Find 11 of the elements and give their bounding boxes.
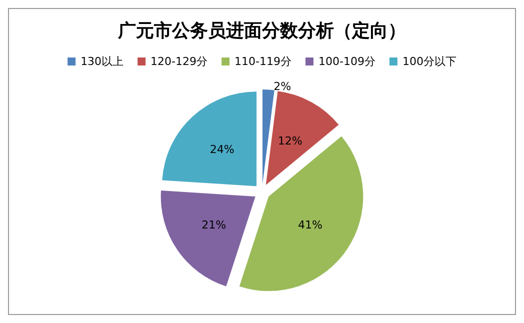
data-label: 21% [202, 218, 226, 232]
data-label: 2% [274, 80, 292, 94]
legend-label: 110-119分 [234, 55, 292, 68]
chart-title: 广元市公务员进面分数分析（定向） [117, 20, 406, 42]
data-label: 24% [210, 143, 234, 156]
data-label: 12% [278, 134, 302, 148]
legend-label: 100-109分 [318, 55, 376, 68]
legend-label: 130以上 [80, 55, 124, 68]
legend-label: 100分以下 [402, 55, 456, 68]
legend-label: 120-129分 [150, 55, 208, 68]
data-label: 41% [298, 218, 322, 232]
